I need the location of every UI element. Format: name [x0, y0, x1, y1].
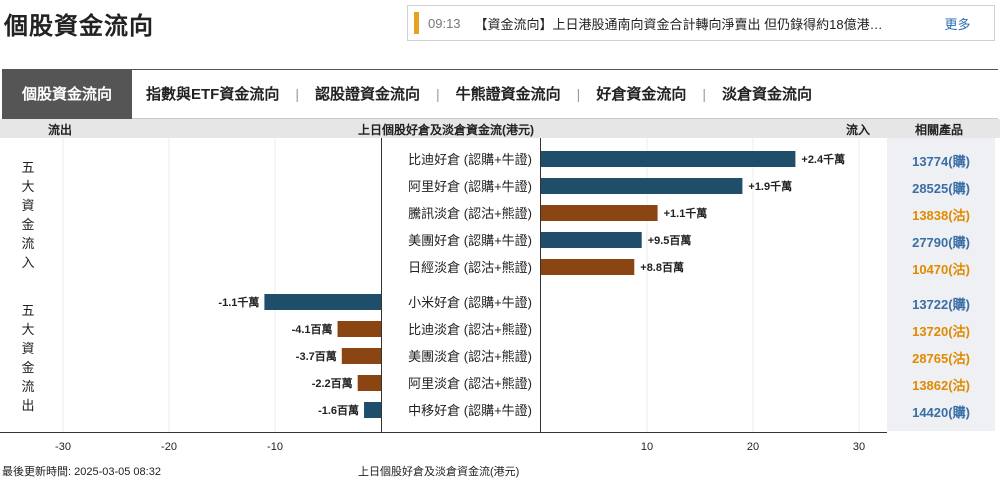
ticker-headline[interactable]: 【資金流向】上日港股通南向資金合計轉向淨賣出 但仍錄得約18億港… [474, 16, 883, 32]
tab-separator: | [576, 86, 581, 102]
bar [541, 205, 658, 221]
bar [541, 151, 796, 167]
last-updated-time: 最後更新時間: 2025-03-05 08:32 [2, 466, 161, 478]
bar-category-label: 美團淡倉 (認沽+熊證) [408, 349, 532, 364]
bar-data-label: -1.6百萬 [318, 403, 359, 417]
chart-header: 流出 上日個股好倉及淡倉資金流(港元) 流入 相關產品 [0, 119, 1000, 138]
bar-data-label: +8.8百萬 [640, 260, 684, 274]
header-title: 上日個股好倉及淡倉資金流(港元) [358, 123, 534, 137]
x-tick-label: 30 [853, 441, 865, 453]
side-label-char: 入 [21, 255, 35, 270]
bar-data-label: +9.5百萬 [648, 233, 692, 247]
related-product-link[interactable]: 28525(購) [912, 181, 970, 196]
tab-stock-flow[interactable]: 個股資金流向 [2, 69, 133, 119]
tab-index-etf-flow[interactable]: 指數與ETF資金流向 [146, 85, 280, 103]
related-product-link[interactable]: 28765(沽) [912, 351, 970, 366]
bar-data-label: +1.1千萬 [664, 206, 708, 220]
x-tick-label: 20 [747, 441, 759, 453]
footer-chart-title: 上日個股好倉及淡倉資金流(港元) [358, 466, 520, 478]
bar-data-label: -1.1千萬 [218, 295, 259, 309]
side-label-char: 流 [21, 236, 35, 251]
bar-category-label: 比迪好倉 (認購+牛證) [408, 152, 532, 167]
related-product-link[interactable]: 27790(購) [912, 235, 970, 250]
header-outflow: 流出 [48, 123, 73, 137]
tab-separator: | [436, 86, 440, 102]
tab-cbbc-flow[interactable]: 牛熊證資金流向 [455, 85, 561, 103]
side-label-char: 大 [21, 179, 35, 194]
bar-category-label: 中移好倉 (認購+牛證) [408, 403, 532, 418]
bar [264, 294, 381, 310]
ticker-time: 09:13 [428, 15, 461, 31]
bar-data-label: -4.1百萬 [292, 322, 333, 336]
side-label-char: 五 [21, 303, 35, 318]
tab-separator: | [702, 86, 706, 102]
related-product-link[interactable]: 13774(購) [912, 154, 970, 169]
tab-separator: | [295, 86, 299, 102]
header-products: 相關產品 [915, 123, 964, 137]
ticker-more-link[interactable]: 更多 [944, 16, 971, 32]
bar-category-label: 日經淡倉 (認沽+熊證) [408, 260, 532, 275]
outflow-side-label: 五大資金流出 [16, 301, 40, 415]
related-product-link[interactable]: 13722(購) [912, 297, 970, 312]
side-label-char: 金 [21, 217, 35, 232]
x-tick-label: -10 [267, 441, 283, 453]
bar-data-label: +1.9千萬 [748, 179, 792, 193]
bar-data-label: -2.2百萬 [312, 376, 353, 390]
related-product-link[interactable]: 10470(沽) [912, 262, 970, 277]
x-tick-label: 10 [641, 441, 653, 453]
tab-short-flow[interactable]: 淡倉資金流向 [721, 85, 812, 103]
inflow-side-label: 五大資金流入 [16, 158, 40, 272]
related-products-column: 13774(購) 28525(購) 13838(沽) 27790(購) 10470(沽)… [887, 138, 995, 431]
bar [541, 178, 743, 194]
side-label-char: 五 [21, 160, 35, 175]
related-product-link[interactable]: 13838(沽) [912, 208, 970, 223]
related-product-link[interactable]: 13720(沽) [912, 324, 970, 339]
bar-data-label: -3.7百萬 [296, 349, 337, 363]
bar-category-label: 小米好倉 (認購+牛證) [408, 295, 532, 310]
bar-category-label: 阿里好倉 (認購+牛證) [408, 179, 532, 194]
x-tick-label: -30 [55, 441, 71, 453]
bar-category-label: 阿里淡倉 (認沽+熊證) [408, 376, 532, 391]
bar [364, 402, 381, 418]
bar [341, 348, 381, 364]
header-inflow: 流入 [846, 123, 871, 137]
bar [541, 259, 635, 275]
bar-category-label: 騰訊淡倉 (認沽+熊證) [408, 206, 532, 221]
side-label-char: 出 [21, 398, 35, 413]
side-label-char: 流 [21, 379, 35, 394]
side-label-char: 資 [21, 341, 35, 356]
bar-data-label: +2.4千萬 [801, 152, 845, 166]
news-ticker[interactable]: 09:13 【資金流向】上日港股通南向資金合計轉向淨賣出 但仍錄得約18億港… … [407, 5, 995, 41]
side-label-char: 金 [21, 360, 35, 375]
bar [357, 375, 381, 391]
bar-category-label: 比迪淡倉 (認沽+熊證) [408, 322, 532, 337]
related-product-link[interactable]: 13862(沽) [912, 378, 970, 393]
page-title: 個股資金流向 [4, 13, 154, 40]
side-label-char: 資 [21, 198, 35, 213]
tab-long-flow[interactable]: 好倉資金流向 [596, 85, 687, 103]
side-label-char: 大 [21, 322, 35, 337]
bar [337, 321, 381, 337]
x-tick-label: -20 [161, 441, 177, 453]
tab-warrant-flow[interactable]: 認股證資金流向 [315, 85, 421, 103]
tab-bar: 個股資金流向 指數與ETF資金流向 | 認股證資金流向 | 牛熊證資金流向 | … [2, 69, 998, 119]
related-product-link[interactable]: 14420(購) [912, 405, 970, 420]
bar-category-label: 美團好倉 (認購+牛證) [408, 233, 532, 248]
ticker-accent-bar [414, 12, 419, 34]
bar [541, 232, 642, 248]
